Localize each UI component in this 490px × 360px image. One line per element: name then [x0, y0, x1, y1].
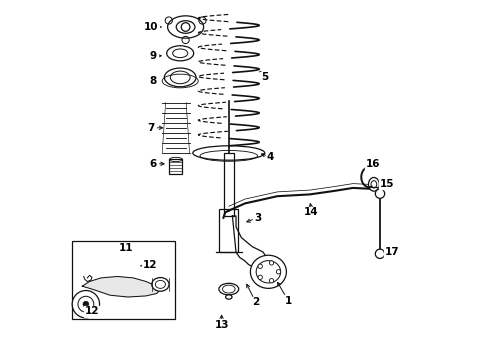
Ellipse shape: [250, 255, 286, 288]
Polygon shape: [82, 276, 160, 297]
Circle shape: [258, 275, 263, 279]
Text: 17: 17: [385, 247, 400, 257]
Ellipse shape: [368, 177, 379, 191]
Text: 14: 14: [304, 207, 319, 217]
Circle shape: [270, 261, 274, 265]
Text: 9: 9: [149, 51, 157, 61]
Bar: [72, 241, 175, 319]
Text: 8: 8: [149, 76, 157, 86]
Bar: [220, 209, 238, 252]
Text: 12: 12: [143, 260, 157, 270]
Circle shape: [258, 264, 263, 269]
Text: 7: 7: [147, 123, 155, 133]
Circle shape: [276, 270, 281, 274]
Circle shape: [375, 249, 385, 258]
Bar: [224, 153, 234, 216]
Circle shape: [270, 279, 274, 283]
Text: 4: 4: [267, 152, 274, 162]
Text: 5: 5: [261, 72, 269, 82]
Text: 12: 12: [85, 306, 99, 316]
Text: 15: 15: [380, 179, 394, 189]
Polygon shape: [232, 216, 267, 268]
Text: 6: 6: [149, 159, 157, 169]
Ellipse shape: [219, 283, 239, 295]
Ellipse shape: [225, 295, 232, 299]
Bar: [170, 159, 182, 174]
Ellipse shape: [152, 278, 169, 291]
Text: 10: 10: [144, 22, 158, 32]
Text: 16: 16: [366, 159, 380, 169]
Text: 2: 2: [252, 297, 259, 307]
Circle shape: [83, 301, 89, 307]
Circle shape: [72, 291, 99, 318]
Text: 11: 11: [119, 243, 133, 253]
Text: 3: 3: [254, 213, 261, 223]
Text: 1: 1: [285, 296, 292, 306]
Text: 13: 13: [214, 320, 229, 330]
Circle shape: [375, 189, 385, 198]
Ellipse shape: [256, 261, 281, 283]
